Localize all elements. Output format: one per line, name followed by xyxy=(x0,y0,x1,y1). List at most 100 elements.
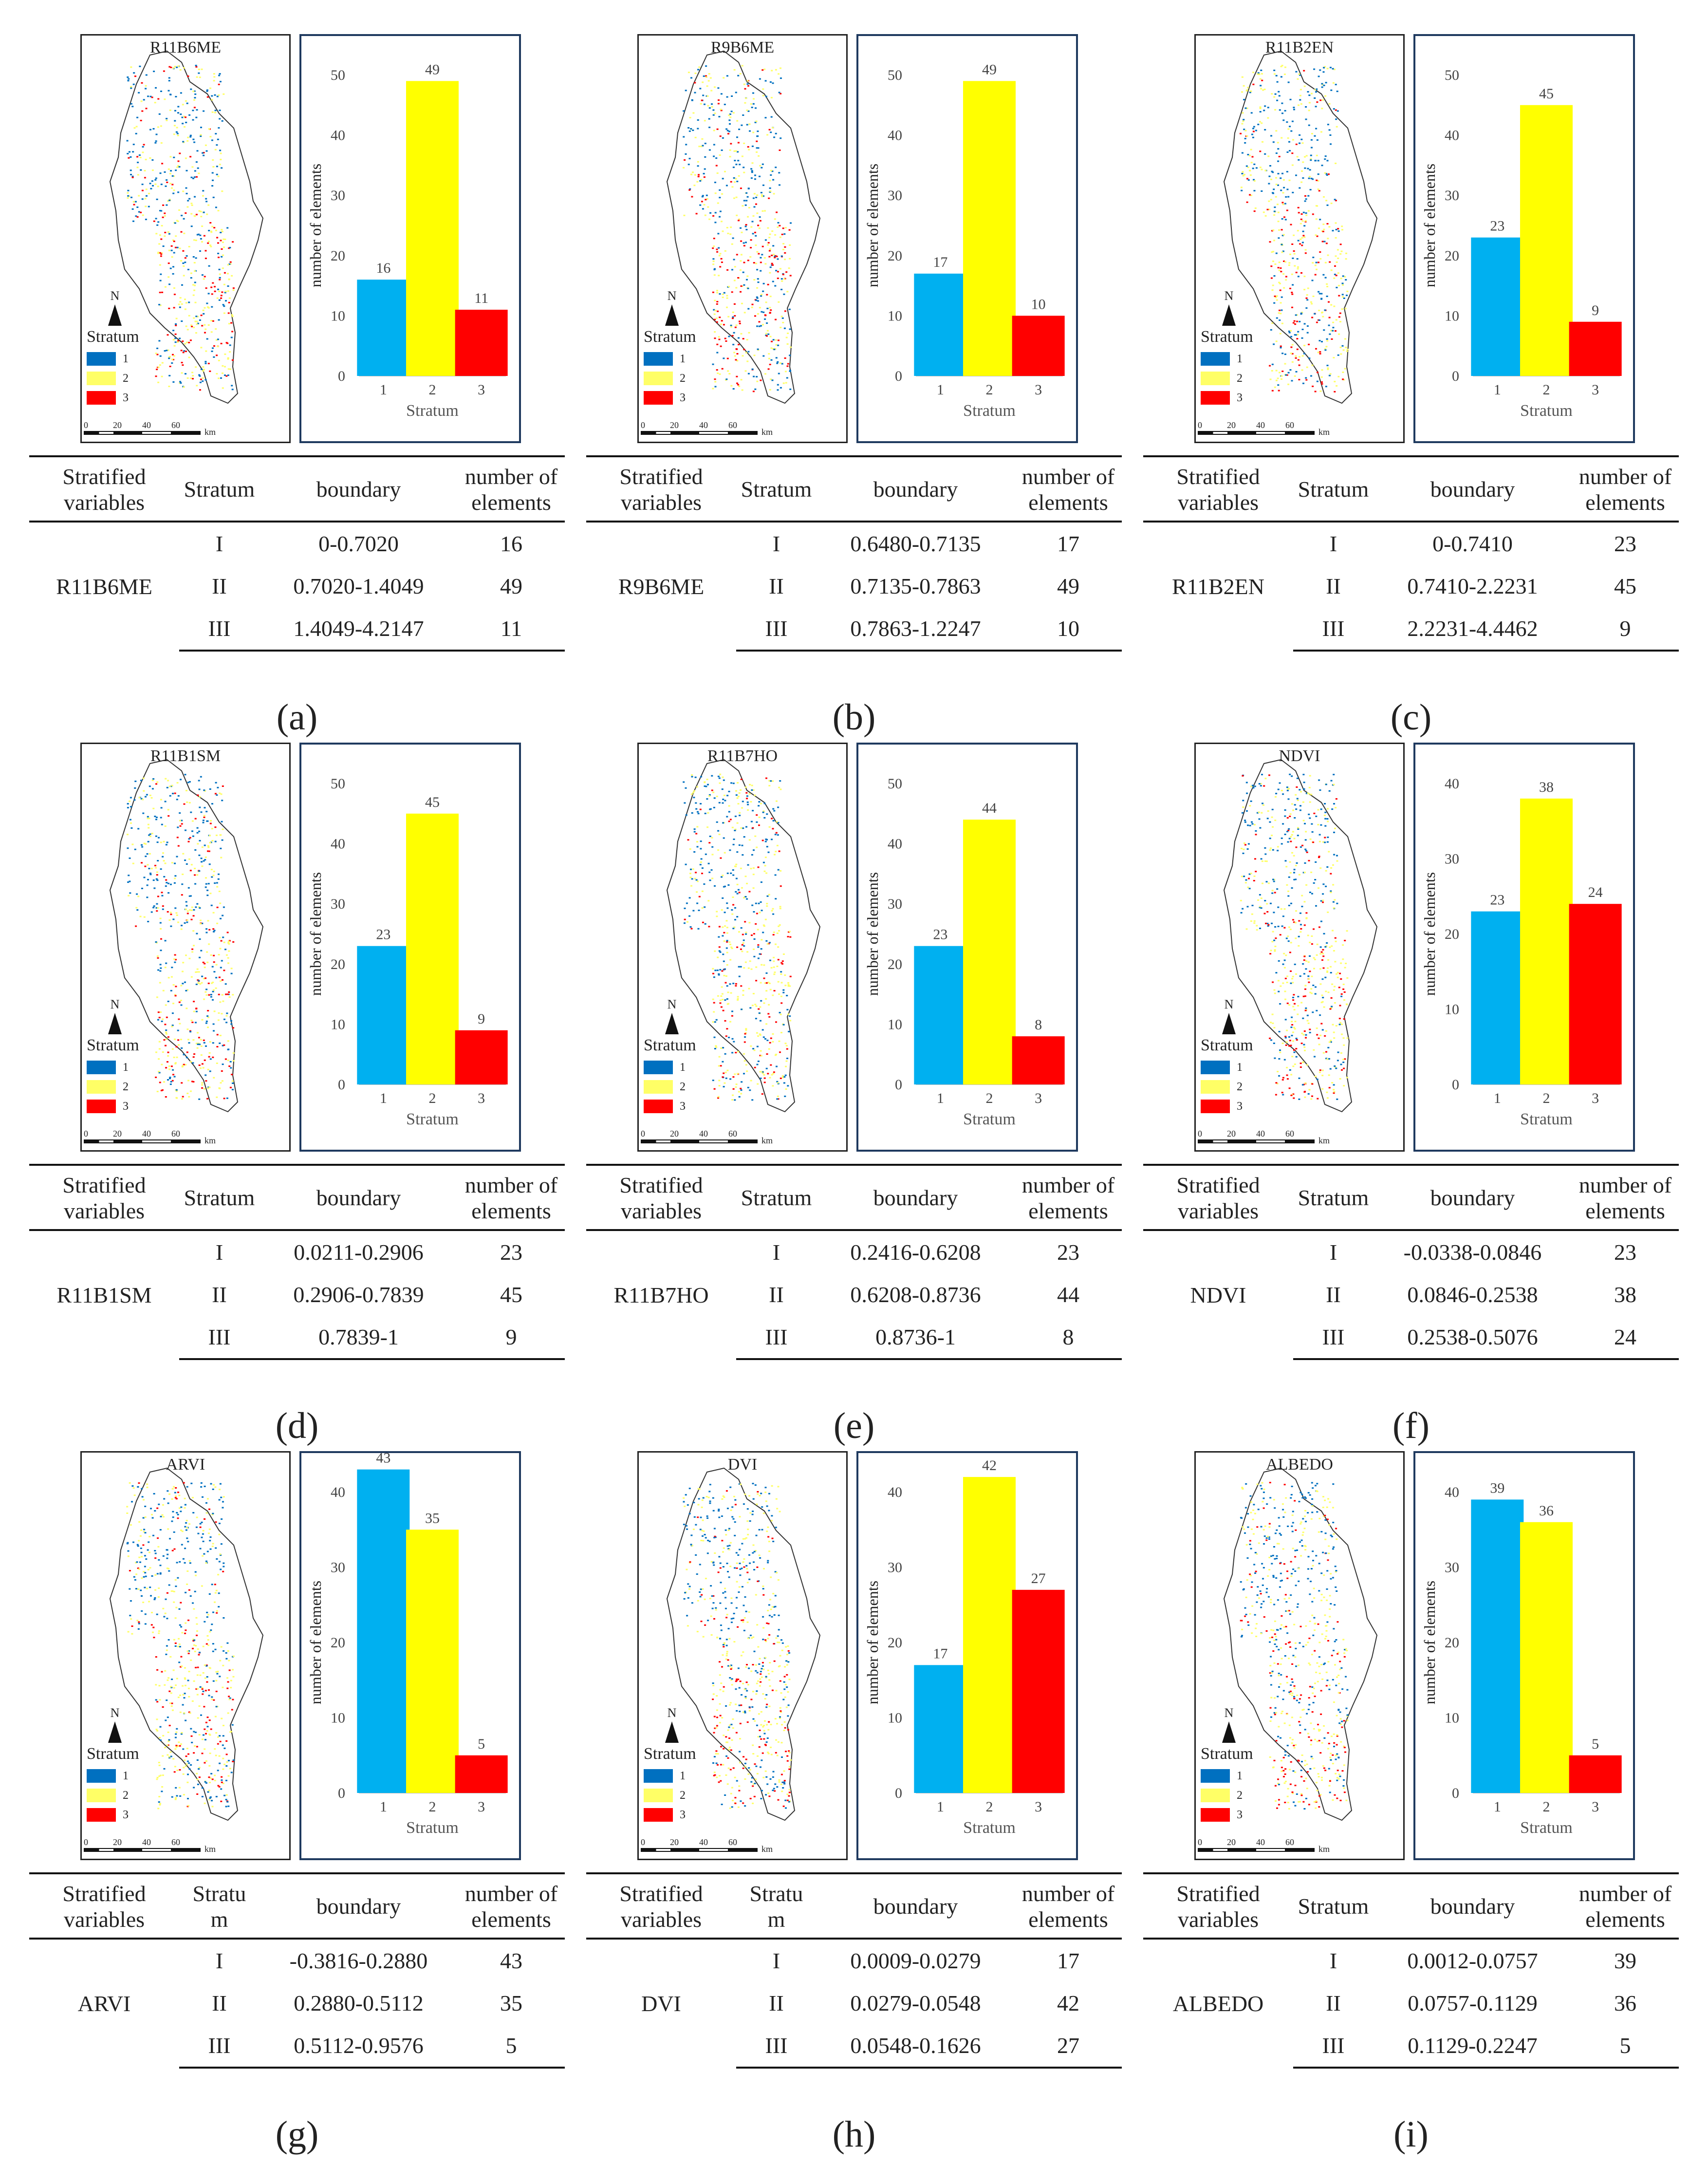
cell-count: 24 xyxy=(1572,1315,1679,1360)
bar-chart-svg: 0 10 20 30 40 50 number of elements 23 1 45 2 9 3 Str… xyxy=(307,776,508,1128)
scale-bar-graphic xyxy=(84,1139,201,1143)
legend-swatch-2 xyxy=(1201,372,1230,385)
cell-stratum: III xyxy=(736,1315,817,1360)
region-map-graphic xyxy=(109,50,264,404)
table-row: DVI I 0.0009-0.0279 17 xyxy=(586,1939,1122,2016)
cell-count: 10 xyxy=(1015,607,1122,652)
legend-label: 2 xyxy=(123,372,129,385)
table-row: II 0.7135-0.7863 49 xyxy=(586,565,1122,607)
strata-table: Stratified variables Stratu m boundary n… xyxy=(29,1872,565,2069)
legend-item: 3 xyxy=(1201,1805,1279,1825)
header-stratum: Stratu m xyxy=(179,1872,260,1940)
table-header-row: Stratified variables Stratum boundary nu… xyxy=(29,455,565,523)
legend-item: 1 xyxy=(1201,1766,1279,1786)
y-tick-label: 50 xyxy=(1445,67,1459,83)
figure-panel-3: R11B2EN N Stratum 1 2 3 xyxy=(1143,34,1679,740)
cell-stratum: I xyxy=(215,1948,223,1973)
panel-label: (c) xyxy=(1390,697,1432,738)
north-label: N xyxy=(667,997,677,1011)
north-arrow-shape xyxy=(108,1013,122,1034)
bar-value-label: 45 xyxy=(425,794,440,810)
header-stratum: Stratum xyxy=(1293,455,1374,523)
table-header-row: Stratified variables Stratum boundary nu… xyxy=(29,1164,565,1231)
bar-stratum-2 xyxy=(1520,798,1573,1084)
legend-item: 3 xyxy=(87,1805,165,1825)
legend-swatch-3 xyxy=(644,1100,673,1113)
cell-stratum: II xyxy=(212,573,227,598)
region-map-graphic xyxy=(1223,759,1378,1113)
legend-swatch-2 xyxy=(1201,1789,1230,1802)
cell-stratum: I xyxy=(772,531,780,556)
north-arrow-icon: N xyxy=(1219,1706,1239,1743)
cell-boundary: 0.2538-0.5076 xyxy=(1374,1315,1572,1360)
cell-stratum: II xyxy=(212,1990,227,2016)
y-tick-label: 40 xyxy=(331,1484,345,1500)
cell-boundary: -0.3816-0.2880 xyxy=(289,1948,428,1973)
region-map-graphic xyxy=(109,759,264,1113)
bar-value-label: 11 xyxy=(474,290,488,306)
cell-count: 23 xyxy=(1614,1239,1636,1265)
y-tick-label: 10 xyxy=(331,1016,345,1032)
cell-stratum: II xyxy=(769,1990,784,2016)
scale-tick-label: 0 xyxy=(1198,420,1202,430)
bar-value-label: 24 xyxy=(1588,884,1603,900)
legend-swatch-2 xyxy=(1201,1080,1230,1094)
bar-stratum-2 xyxy=(963,1477,1016,1793)
y-tick-label: 40 xyxy=(888,1484,902,1500)
panel-label: (i) xyxy=(1393,2114,1429,2155)
scale-tick-label: 60 xyxy=(728,1837,737,1847)
cell-count: 5 xyxy=(458,2024,565,2069)
scale-tick-label: 40 xyxy=(142,1129,151,1138)
scale-bar: 0 20 40 60 km xyxy=(84,420,244,437)
table-header-row: Stratified variables Stratu m boundary n… xyxy=(29,1872,565,1940)
north-arrow-icon: N xyxy=(662,1706,682,1743)
x-tick-label: 1 xyxy=(937,1799,944,1815)
north-arrow-icon: N xyxy=(1219,289,1239,326)
scale-tick-label: 60 xyxy=(171,1129,180,1138)
map-title: R11B6ME xyxy=(149,38,222,56)
scale-tick-label: 0 xyxy=(641,1129,645,1138)
legend-label: 1 xyxy=(680,352,686,365)
cell-boundary: 0.2880-0.5112 xyxy=(294,1990,424,2016)
legend-label: 2 xyxy=(123,1080,129,1093)
bar-chart: 0 10 20 30 40 number of elements 17 1 42 2 27 3 Stra… xyxy=(856,1451,1078,1860)
cell-count: 16 xyxy=(500,531,522,556)
table-row: II 0.7020-1.4049 49 xyxy=(29,565,565,607)
x-tick-label: 3 xyxy=(1592,1090,1599,1106)
cell-count: 44 xyxy=(1057,1282,1079,1307)
map-stratum-pixels xyxy=(683,65,792,392)
table-row: R11B1SM I 0.0211-0.2906 23 xyxy=(29,1230,565,1307)
region-map-graphic xyxy=(666,50,821,404)
map-title: R9B6ME xyxy=(710,38,775,56)
scale-unit: km xyxy=(761,1844,773,1854)
legend-swatch-1 xyxy=(1201,352,1230,366)
scale-tick-label: 40 xyxy=(1256,420,1265,430)
bar-value-label: 45 xyxy=(1539,86,1554,102)
bar-stratum-3 xyxy=(455,1030,508,1084)
bar-chart: 0 10 20 30 40 50 number of elements 23 1 45 2 9 3 Str… xyxy=(1413,34,1635,443)
scale-unit: km xyxy=(761,1136,773,1145)
cell-variable: R11B1SM xyxy=(56,1282,152,1307)
cell-count: 49 xyxy=(500,573,522,598)
scale-tick-label: 0 xyxy=(84,1837,88,1847)
region-outline xyxy=(666,50,821,404)
north-arrow-icon: N xyxy=(662,997,682,1034)
figure-panel-8: DVI N Stratum 1 2 3 xyxy=(586,1451,1122,2157)
legend-label: 1 xyxy=(680,1061,686,1074)
table-row: II 0.2906-0.7839 45 xyxy=(29,1273,565,1316)
legend-title: Stratum xyxy=(1201,1745,1253,1763)
x-axis-label: Stratum xyxy=(963,1110,1016,1128)
legend-item: 1 xyxy=(87,349,165,369)
x-tick-label: 2 xyxy=(1543,382,1550,398)
y-tick-label: 20 xyxy=(331,248,345,264)
table-header-row: Stratified variables Stratu m boundary n… xyxy=(586,1872,1122,1940)
y-axis-label: number of elements xyxy=(307,1581,324,1704)
x-tick-label: 3 xyxy=(1035,1090,1042,1106)
scale-tick-label: 40 xyxy=(1256,1129,1265,1138)
table-header-row: Stratified variables Stratum boundary nu… xyxy=(1143,1164,1679,1231)
header-boundary: boundary xyxy=(260,1164,458,1231)
region-outline xyxy=(109,1467,264,1821)
y-tick-label: 50 xyxy=(888,67,902,83)
y-axis-label: number of elements xyxy=(864,164,881,287)
panel-label: (g) xyxy=(275,2114,319,2155)
